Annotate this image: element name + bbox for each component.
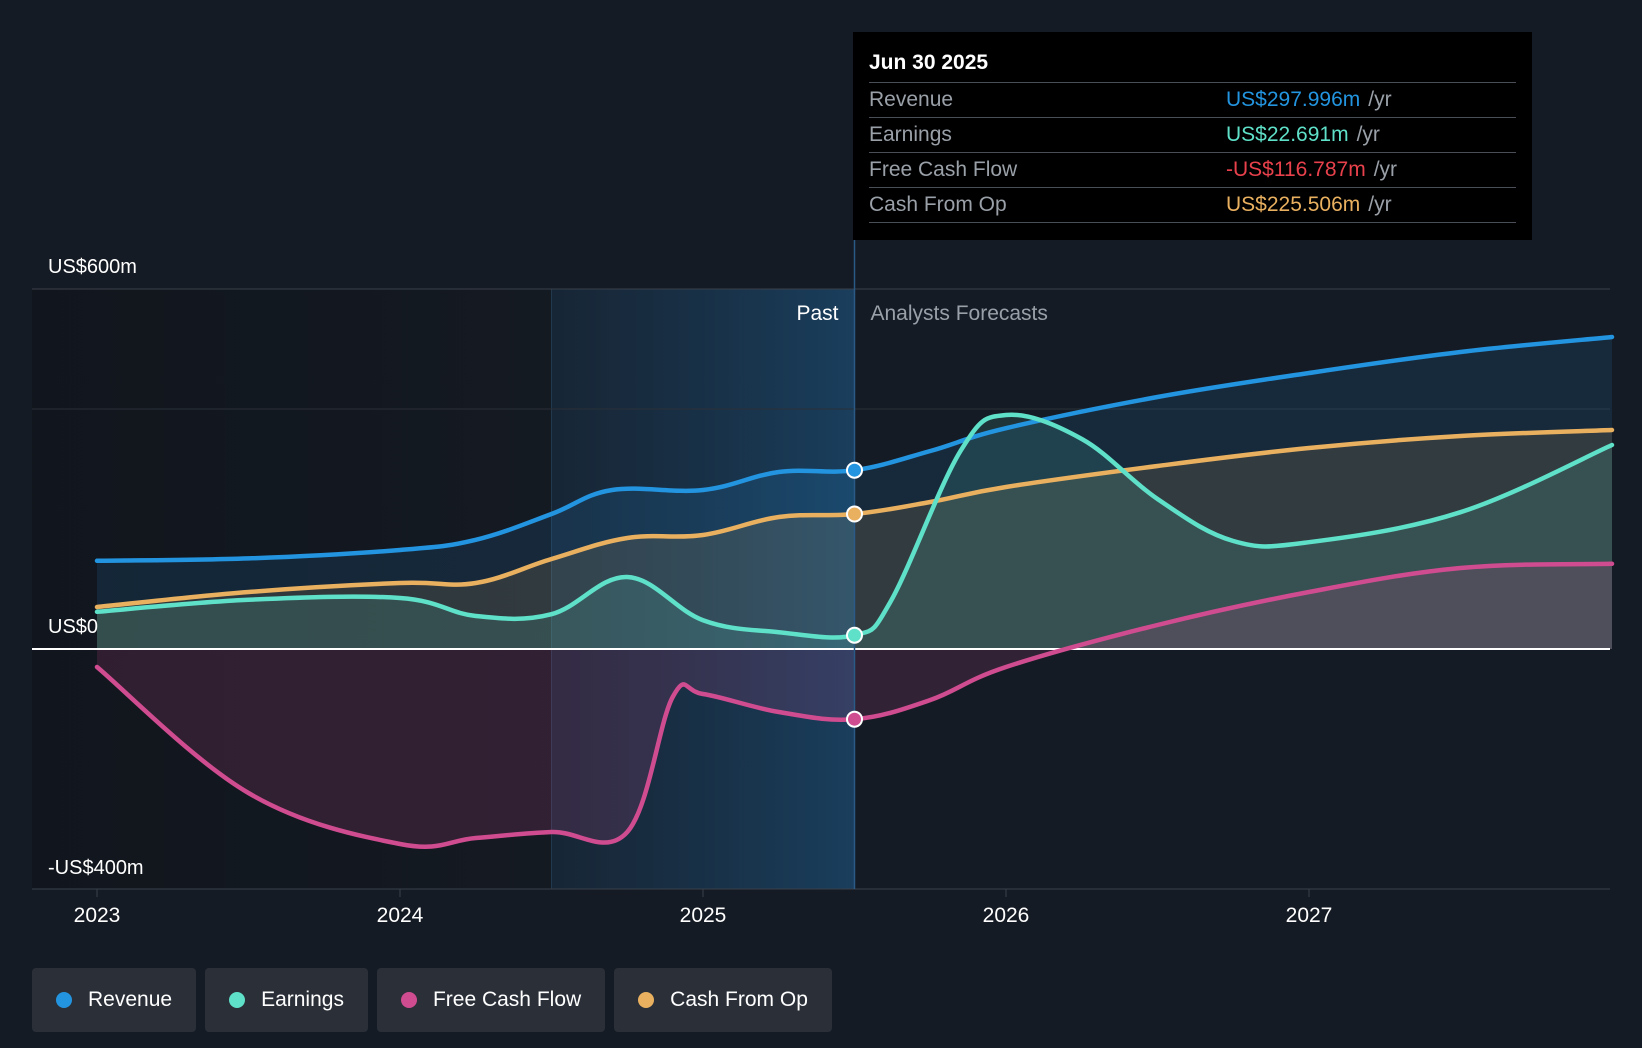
x-tick-label: 2026 bbox=[983, 904, 1030, 927]
tooltip-row-free-cash-flow: Free Cash Flow -US$116.787m /yr bbox=[869, 152, 1516, 187]
tooltip-value: US$22.691m bbox=[1226, 123, 1349, 146]
tooltip-label: Cash From Op bbox=[869, 193, 1007, 216]
forecast-label: Analysts Forecasts bbox=[871, 302, 1048, 325]
legend-item-earnings[interactable]: Earnings bbox=[205, 968, 368, 1032]
line-revenue bbox=[94, 334, 1615, 564]
x-tick-label: 2025 bbox=[680, 904, 727, 927]
legend-label: Revenue bbox=[88, 988, 173, 1011]
tooltip-row-revenue: Revenue US$297.996m /yr bbox=[869, 82, 1516, 117]
legend-dot-icon bbox=[400, 992, 417, 1008]
legend-dot-icon bbox=[229, 992, 246, 1008]
tooltip-unit: /yr bbox=[1373, 158, 1398, 181]
legend-dot-icon bbox=[638, 992, 655, 1008]
tooltip-row-cash-from-op: Cash From Op US$225.506m /yr bbox=[869, 187, 1516, 223]
x-tick-label: 2027 bbox=[1286, 904, 1333, 927]
area-earnings bbox=[97, 414, 1612, 649]
tooltip-label: Free Cash Flow bbox=[869, 158, 1018, 181]
tooltip-value: -US$116.787m bbox=[1226, 158, 1366, 181]
x-tick-label: 2023 bbox=[74, 904, 121, 927]
marker-free-cash-flow bbox=[846, 710, 863, 728]
tooltip: Jun 30 2025 Revenue US$297.996m /yr Earn… bbox=[853, 32, 1532, 240]
y-axis-label: -US$400m bbox=[48, 857, 144, 879]
legend-dot-icon bbox=[56, 992, 72, 1008]
x-tick-label: 2024 bbox=[377, 904, 424, 927]
marker-revenue bbox=[846, 461, 863, 479]
tooltip-value: US$297.996m bbox=[1226, 88, 1361, 111]
line-cash-from-op bbox=[94, 427, 1615, 610]
y-axis-label: US$600m bbox=[48, 256, 137, 278]
tooltip-value: US$225.506m bbox=[1226, 193, 1361, 216]
marker-cash-from-op bbox=[846, 505, 863, 523]
legend-label: Free Cash Flow bbox=[432, 988, 582, 1011]
line-free-cash-flow bbox=[94, 561, 1615, 849]
tooltip-date: Jun 30 2025 bbox=[869, 51, 989, 74]
line-earnings bbox=[94, 412, 1615, 640]
legend: Revenue Earnings Free Cash Flow Cash Fro… bbox=[32, 968, 832, 1032]
y-axis-label: US$0 bbox=[48, 616, 98, 638]
legend-label: Earnings bbox=[261, 988, 344, 1011]
tooltip-label: Earnings bbox=[869, 123, 952, 146]
legend-item-revenue[interactable]: Revenue bbox=[32, 968, 197, 1032]
tooltip-unit: /yr bbox=[1368, 88, 1392, 111]
legend-label: Cash From Op bbox=[670, 988, 808, 1011]
past-label: Past bbox=[796, 302, 838, 325]
marker-earnings bbox=[846, 626, 863, 644]
legend-item-free-cash-flow[interactable]: Free Cash Flow bbox=[376, 968, 606, 1032]
past-shade bbox=[551, 289, 855, 889]
tooltip-label: Revenue bbox=[869, 88, 954, 111]
tooltip-row-earnings: Earnings US$22.691m /yr bbox=[869, 117, 1516, 152]
tooltip-unit: /yr bbox=[1356, 123, 1380, 146]
tooltip-unit: /yr bbox=[1368, 193, 1392, 216]
legend-item-cash-from-op[interactable]: Cash From Op bbox=[614, 968, 832, 1032]
